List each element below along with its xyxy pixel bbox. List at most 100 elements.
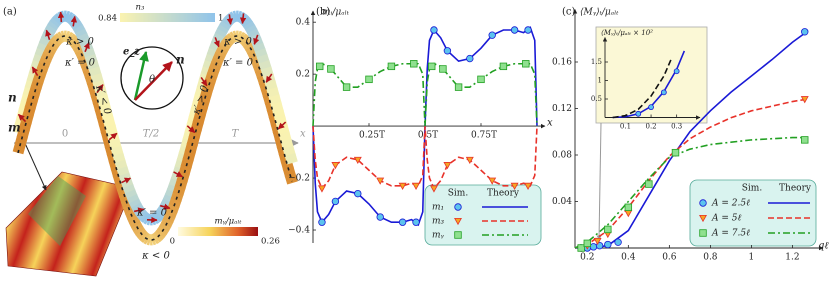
spin-arrow	[173, 171, 183, 178]
axis-label: 0	[62, 129, 68, 140]
y-tick-label: 0.16	[552, 58, 572, 68]
marker	[645, 180, 653, 188]
marker	[430, 26, 438, 34]
marker	[593, 237, 602, 246]
marker	[443, 162, 452, 170]
marker	[604, 225, 612, 234]
spin-arrow	[57, 11, 65, 23]
x-tick-label: 0.25T	[359, 131, 385, 141]
annotation: κ′ = 0	[64, 58, 96, 69]
spin-arrow	[83, 42, 90, 53]
axis-label: T	[232, 129, 240, 140]
colorbar-n3	[120, 13, 215, 22]
y-tick-label: 0.5	[591, 95, 602, 103]
annotation: κ > 0	[223, 37, 252, 48]
plane	[28, 176, 86, 246]
marker	[510, 182, 519, 190]
legend-marker	[454, 203, 462, 211]
spin-arrow	[70, 15, 78, 27]
marker	[387, 62, 396, 71]
spin-arrow	[108, 132, 118, 141]
legend-marker	[699, 199, 707, 207]
legend-label: m₁	[432, 203, 444, 213]
band-n	[284, 152, 298, 165]
annotation: κ < 0	[141, 251, 170, 262]
marker	[671, 148, 680, 157]
marker	[801, 28, 809, 36]
y-axis-label: ⟨Mᵧ⟩ₜ/μₐₗₜ × 10²	[601, 29, 653, 37]
x-tick-label: 0.5T	[418, 131, 438, 141]
spin-arrow	[277, 121, 287, 130]
marker	[331, 162, 340, 170]
x-tick-label: 0.4	[621, 253, 636, 263]
band-m-spins	[17, 35, 293, 241]
marker	[412, 182, 421, 190]
marker	[353, 156, 362, 164]
spin-arrow	[186, 125, 196, 134]
marker	[510, 26, 519, 34]
panel-label: (b)	[316, 7, 330, 18]
y-tick-label: 0.04	[552, 197, 572, 207]
legend-label: A = 2.5ℓ	[711, 199, 750, 209]
inset-pointer	[596, 122, 602, 241]
marker	[524, 26, 532, 34]
circle-label: e_z	[123, 47, 140, 58]
x-tick-label: 0.3	[671, 123, 682, 131]
spin-arrow	[45, 29, 52, 41]
legend-header: Sim.	[448, 189, 469, 199]
marker	[331, 197, 340, 206]
surface-plot	[5, 171, 133, 277]
y-tick-label: 0.2	[296, 70, 310, 80]
x-tick-label: 0.1	[620, 123, 631, 131]
legend-label: m₃	[432, 217, 445, 227]
spin-arrow	[133, 207, 145, 214]
spin-arrow	[17, 113, 27, 123]
panel-a	[5, 10, 299, 277]
y-tick-label: −0.4	[288, 226, 310, 236]
colorbar-title: n₃	[136, 3, 145, 13]
annotation: κ > 0	[65, 37, 94, 48]
y-tick-label: 1.5	[591, 58, 602, 66]
marker	[316, 62, 324, 71]
marker	[635, 110, 642, 117]
spin-arrow	[96, 84, 104, 94]
colorbar-title: mᵧ/μₐₗₜ	[215, 217, 243, 227]
marker	[624, 203, 633, 212]
x-tick-label: 0.8	[703, 253, 718, 263]
marker	[317, 185, 326, 193]
marker	[660, 89, 667, 96]
circle-label: n	[176, 53, 185, 67]
axis-title: x	[300, 129, 306, 140]
colorbar-min: 0.84	[98, 14, 117, 24]
marker	[439, 65, 447, 73]
x-tick-label: 0.2	[645, 123, 656, 131]
marker	[365, 75, 373, 84]
marker	[499, 62, 508, 71]
spin-arrow	[31, 66, 39, 77]
ez-vector	[133, 51, 149, 101]
marker	[522, 60, 530, 68]
marker	[624, 210, 633, 218]
marker	[524, 182, 533, 190]
legend-label: A = 5ℓ	[711, 214, 741, 224]
spin-arrow	[121, 177, 132, 184]
marker	[342, 83, 351, 91]
marker	[398, 182, 407, 190]
legend-header: Theory	[779, 184, 812, 194]
marker	[614, 238, 622, 246]
marker	[577, 244, 585, 252]
legend-marker	[454, 231, 462, 239]
annotation: κ′ = 0	[136, 208, 168, 219]
theory-line	[312, 62, 538, 127]
marker	[488, 31, 496, 39]
marker	[354, 189, 362, 198]
marker	[673, 68, 680, 75]
panel-label: (c)	[562, 7, 576, 18]
spin-arrow	[253, 34, 260, 45]
marker	[376, 213, 384, 221]
unit-circle	[120, 46, 184, 110]
marker	[454, 83, 463, 91]
y-tick-label: 0.08	[552, 151, 572, 161]
spin-arrow	[239, 13, 247, 25]
marker	[410, 60, 418, 68]
